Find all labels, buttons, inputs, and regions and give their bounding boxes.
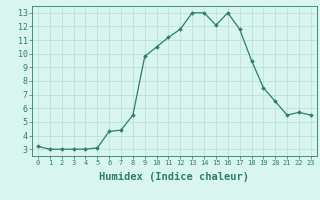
X-axis label: Humidex (Indice chaleur): Humidex (Indice chaleur) <box>100 172 249 182</box>
